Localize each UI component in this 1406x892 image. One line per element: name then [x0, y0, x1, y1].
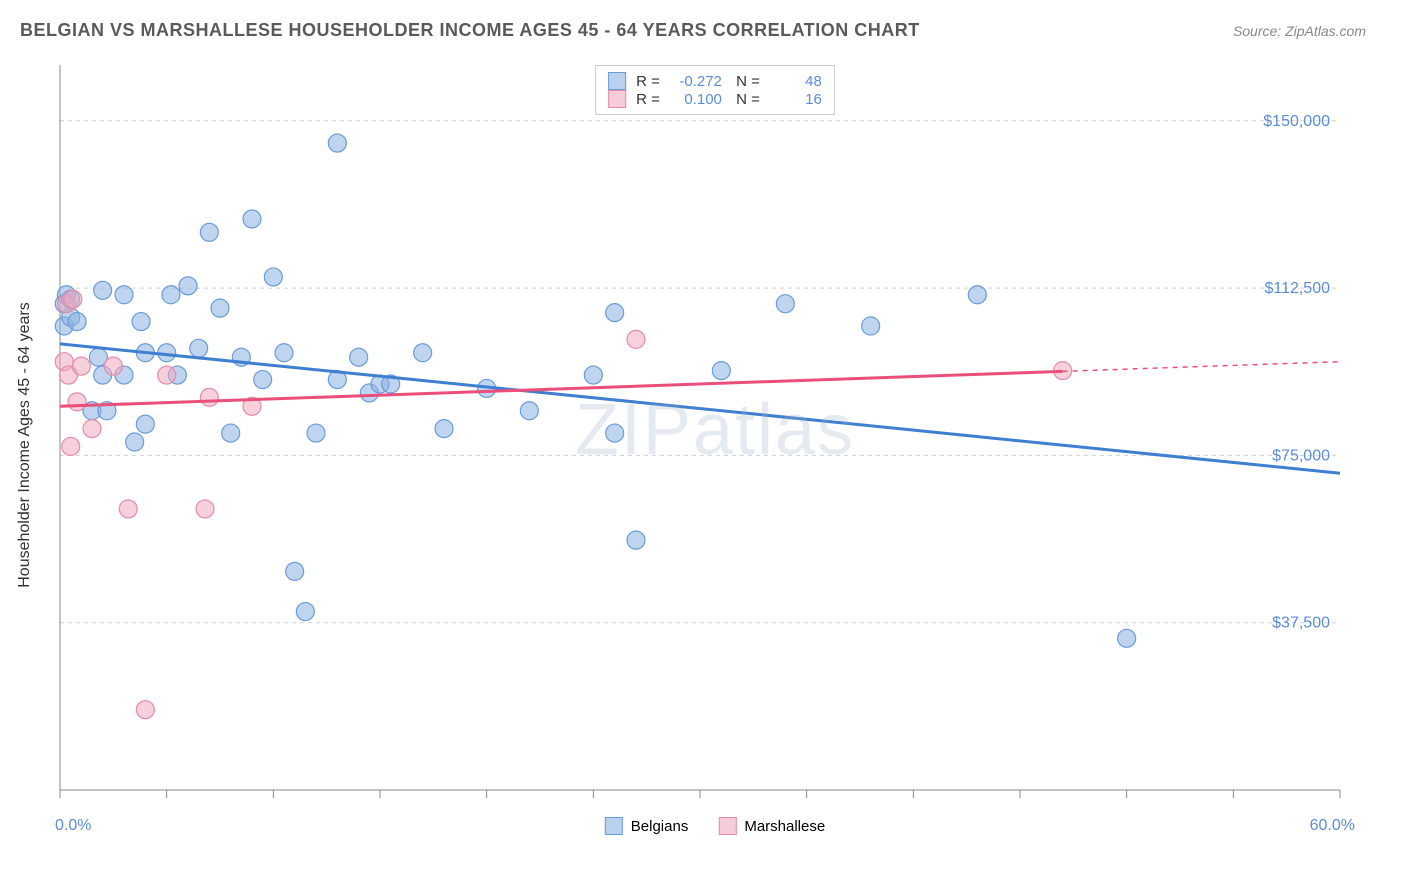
swatch-belgians-icon — [605, 817, 623, 835]
legend-r-value-marshallese: 0.100 — [670, 91, 722, 108]
legend-row-marshallese: R = 0.100 N = 16 — [608, 90, 822, 108]
legend-n-label: N = — [732, 91, 760, 108]
svg-text:$37,500: $37,500 — [1272, 615, 1330, 632]
legend-item-marshallese: Marshallese — [718, 817, 825, 835]
legend-row-belgians: R = -0.272 N = 48 — [608, 72, 822, 90]
source-label: Source: ZipAtlas.com — [1233, 23, 1366, 39]
scatter-plot: $37,500 $75,000 $112,500 $150,000 — [50, 60, 1380, 830]
swatch-marshallese — [608, 90, 626, 108]
legend-label-marshallese: Marshallese — [744, 818, 825, 835]
legend-r-label: R = — [636, 91, 660, 108]
svg-text:$150,000: $150,000 — [1263, 113, 1330, 130]
svg-text:$112,500: $112,500 — [1264, 280, 1330, 297]
legend-r-value-belgians: -0.272 — [670, 73, 722, 90]
legend-item-belgians: Belgians — [605, 817, 689, 835]
legend-n-label: N = — [732, 73, 760, 90]
y-axis-label: Householder Income Ages 45 - 64 years — [16, 302, 34, 588]
legend-n-value-belgians: 48 — [770, 73, 822, 90]
x-axis-start-label: 0.0% — [55, 817, 91, 835]
correlation-legend: R = -0.272 N = 48 R = 0.100 N = 16 — [595, 65, 835, 115]
x-axis-end-label: 60.0% — [1310, 817, 1355, 835]
series-legend: Belgians Marshallese — [605, 817, 825, 835]
legend-n-value-marshallese: 16 — [770, 91, 822, 108]
chart-header: BELGIAN VS MARSHALLESE HOUSEHOLDER INCOM… — [0, 0, 1406, 51]
swatch-belgians — [608, 72, 626, 90]
legend-r-label: R = — [636, 73, 660, 90]
legend-label-belgians: Belgians — [631, 818, 689, 835]
svg-text:$75,000: $75,000 — [1272, 447, 1330, 464]
chart-area: Householder Income Ages 45 - 64 years R … — [50, 60, 1380, 830]
chart-title: BELGIAN VS MARSHALLESE HOUSEHOLDER INCOM… — [20, 20, 920, 41]
swatch-marshallese-icon — [718, 817, 736, 835]
